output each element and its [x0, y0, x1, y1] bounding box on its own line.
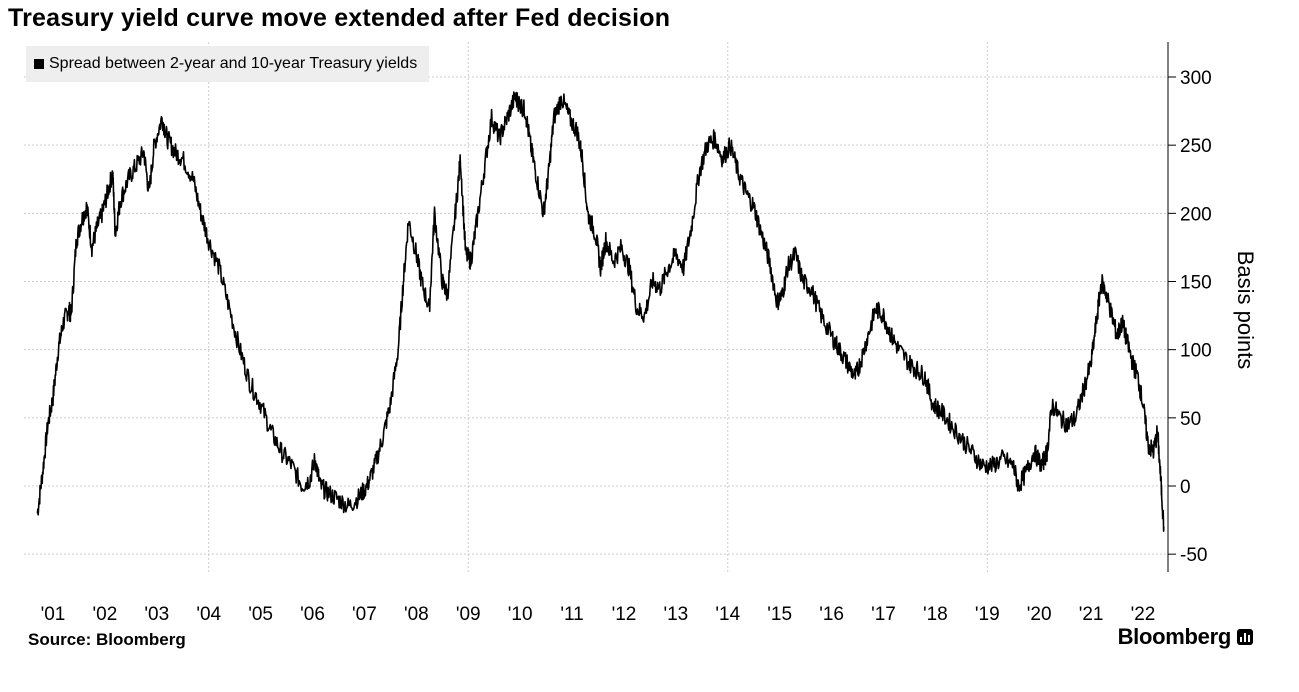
- horizontal-gridlines: [24, 76, 1168, 555]
- x-tick-label: '21: [1079, 604, 1104, 625]
- y-tick-label: 250: [1180, 136, 1212, 157]
- x-tick-label: '09: [456, 604, 481, 625]
- x-tick-label: '19: [975, 604, 1000, 625]
- series-group: [36, 91, 1165, 532]
- x-tick-label: '16: [819, 604, 844, 625]
- x-tick-label: '15: [767, 604, 792, 625]
- y-tick-label: 150: [1180, 273, 1212, 294]
- legend-label: Spread between 2-year and 10-year Treasu…: [49, 55, 418, 72]
- x-tick-label: '03: [144, 604, 169, 625]
- x-tick-label: '20: [1027, 604, 1052, 625]
- x-tick-label: '02: [93, 604, 118, 625]
- y-tick-label: 50: [1180, 409, 1201, 430]
- x-tick-label: '07: [352, 604, 377, 625]
- x-tick-label: '01: [41, 604, 66, 625]
- x-tick-label: '05: [248, 604, 273, 625]
- source-note: Source: Bloomberg: [28, 630, 186, 649]
- x-tick-label: '18: [923, 604, 948, 625]
- series-line: [36, 91, 1165, 532]
- y-tick-label: 100: [1180, 341, 1212, 362]
- x-tick-label: '04: [196, 604, 221, 625]
- x-tick-label: '08: [404, 604, 429, 625]
- bloomberg-terminal-icon: [1237, 629, 1253, 645]
- x-tick-label: '17: [871, 604, 896, 625]
- legend: Spread between 2-year and 10-year Treasu…: [26, 46, 430, 82]
- x-axis: '01 '02 '03 '04 '05 '06 '07 '08 '09 '10 '11 '12 '13 '…: [41, 604, 1156, 625]
- y-tick-label: 300: [1180, 68, 1212, 89]
- chart-title: Treasury yield curve move extended after…: [8, 4, 671, 32]
- x-tick-label: '11: [560, 604, 583, 625]
- vertical-gridlines: [208, 42, 988, 572]
- brand-text: Bloomberg: [1117, 624, 1232, 649]
- y-axis-label: Basis points: [1233, 250, 1258, 370]
- y-tick-label: 0: [1180, 477, 1191, 498]
- bloomberg-logo: Bloomberg: [1118, 624, 1253, 650]
- y-tick-label: 200: [1180, 204, 1212, 225]
- x-tick-label: '22: [1131, 604, 1156, 625]
- y-axis: 300 250 200 150 100 50 0 -50: [1167, 42, 1212, 572]
- x-tick-label: '12: [612, 604, 637, 625]
- x-tick-label: '10: [508, 604, 533, 625]
- y-tick-label: -50: [1180, 545, 1207, 566]
- x-tick-label: '06: [300, 604, 325, 625]
- x-tick-label: '13: [663, 604, 688, 625]
- legend-swatch: [34, 59, 44, 69]
- x-tick-label: '14: [715, 604, 740, 625]
